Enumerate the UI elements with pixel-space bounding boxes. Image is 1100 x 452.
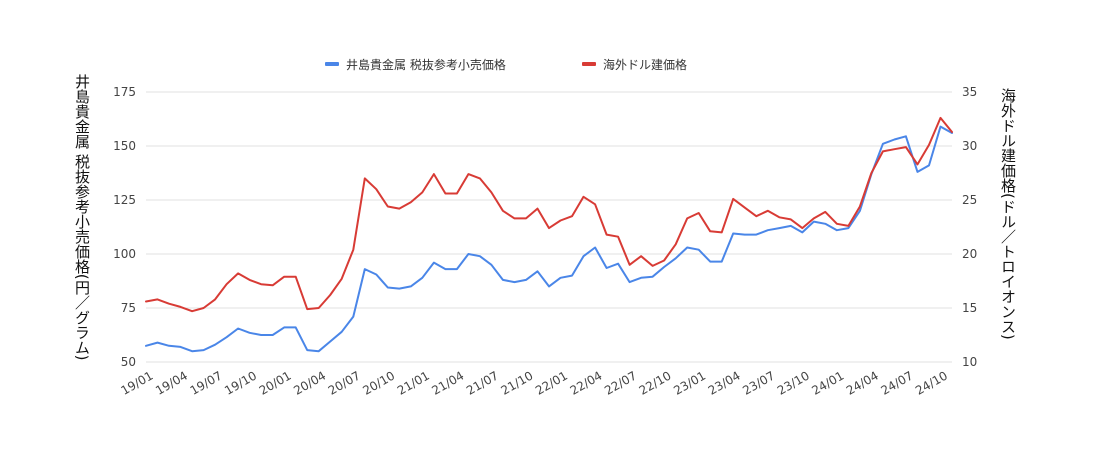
right-tick-label: 15 [962, 301, 977, 315]
legend-label-overseas: 海外ドル建価格 [603, 57, 687, 72]
left-tick-label: 75 [121, 301, 136, 315]
legend-label-domestic: 井島貴金属 税抜参考小売価格 [346, 57, 506, 72]
x-tick-label: 19/04 [153, 368, 190, 397]
x-tick-label: 21/10 [499, 368, 536, 397]
x-tick-label: 21/04 [429, 368, 466, 397]
x-tick-label: 22/07 [602, 368, 639, 397]
x-tick-label: 23/10 [775, 368, 812, 397]
legend-swatch-domestic [325, 62, 339, 66]
right-tick-label: 30 [962, 139, 977, 153]
x-tick-label: 20/07 [326, 368, 363, 397]
left-tick-label: 50 [121, 355, 136, 369]
right-axis-ticks: 35 30 25 20 15 10 [962, 85, 977, 369]
x-tick-label: 23/01 [671, 368, 708, 397]
right-tick-label: 25 [962, 193, 977, 207]
x-tick-label: 19/07 [188, 368, 225, 397]
right-axis-title: 海外ドル建価格(ドル／トロイオンス) [999, 88, 1017, 340]
left-tick-label: 100 [113, 247, 136, 261]
x-tick-label: 19/01 [119, 368, 156, 397]
right-tick-label: 35 [962, 85, 977, 99]
x-tick-label: 19/10 [222, 368, 259, 397]
series-line-domestic [145, 125, 953, 353]
series-line-overseas [145, 116, 953, 313]
left-axis-ticks: 175 150 125 100 75 50 [113, 85, 136, 369]
x-tick-label: 24/04 [844, 368, 881, 397]
left-tick-label: 175 [113, 85, 136, 99]
x-tick-label: 22/01 [533, 368, 570, 397]
x-tick-label: 24/07 [878, 368, 915, 397]
x-tick-label: 23/07 [740, 368, 777, 397]
x-tick-label: 22/04 [568, 368, 605, 397]
x-tick-label: 24/01 [809, 368, 846, 397]
x-tick-label: 21/07 [464, 368, 501, 397]
x-tick-label: 20/01 [257, 368, 294, 397]
left-tick-label: 150 [113, 139, 136, 153]
legend-item-overseas[interactable]: 海外ドル建価格 [582, 57, 687, 72]
x-tick-label: 20/10 [360, 368, 397, 397]
series-layer [145, 116, 953, 353]
x-tick-label: 23/04 [706, 368, 743, 397]
legend-item-domestic[interactable]: 井島貴金属 税抜参考小売価格 [325, 57, 506, 72]
legend: 井島貴金属 税抜参考小売価格 海外ドル建価格 [325, 57, 687, 72]
right-tick-label: 10 [962, 355, 977, 369]
left-axis-title: 井島貴金属 税抜参考小売価格(円／グラム) [73, 74, 91, 360]
x-tick-label: 24/10 [913, 368, 950, 397]
legend-swatch-overseas [582, 62, 596, 66]
x-axis-ticks: 19/0119/0419/0719/1020/0120/0420/0720/10… [119, 368, 950, 397]
right-tick-label: 20 [962, 247, 977, 261]
x-tick-label: 21/01 [395, 368, 432, 397]
gridlines [146, 91, 952, 363]
x-tick-label: 20/04 [291, 368, 328, 397]
x-tick-label: 22/10 [637, 368, 674, 397]
left-tick-label: 125 [113, 193, 136, 207]
